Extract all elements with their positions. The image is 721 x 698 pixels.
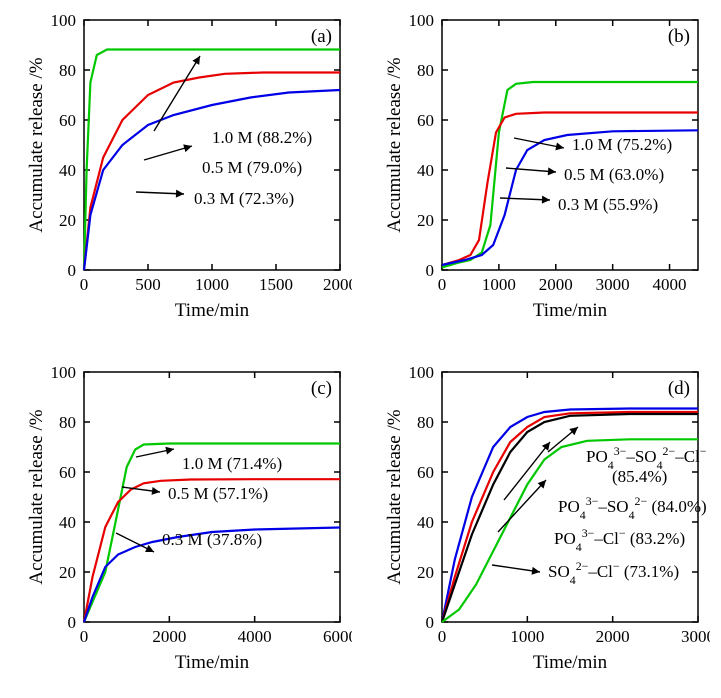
xtick-label: 0	[80, 627, 89, 646]
xtick-label: 6000	[323, 627, 352, 646]
series-annotation: PO43−–SO42− (84.0%)	[558, 494, 707, 522]
series-annotation: PO43−–Cl− (83.2%)	[554, 526, 685, 554]
x-axis-label: Time/min	[533, 652, 608, 673]
ytick-label: 80	[417, 61, 434, 80]
figure-root: 0500100015002000020406080100Time/minAccu…	[0, 0, 721, 698]
xtick-label: 1500	[259, 275, 293, 294]
series-annotation: 0.3 M (37.8%)	[162, 530, 262, 549]
xtick-label: 0	[438, 275, 447, 294]
series-annotation: 0.5 M (63.0%)	[564, 165, 664, 184]
xtick-label: 500	[135, 275, 161, 294]
y-axis-label: Accumulate release /%	[26, 57, 47, 232]
panel-c: 0 2000 4000 6000 0 20 40 60 80 100 Time/min Accumul…	[22, 360, 352, 680]
x-axis-label: Time/min	[533, 300, 608, 321]
series-annotation: 1.0 M (71.4%)	[182, 454, 282, 473]
ytick-label: 60	[59, 111, 76, 130]
ytick-label: 0	[426, 261, 435, 280]
series-annotation: 0.5 M (79.0%)	[202, 158, 302, 177]
ytick-label: 20	[417, 211, 434, 230]
xtick-label: 2000	[596, 627, 630, 646]
xtick-label: 2000	[539, 275, 573, 294]
series-annotation: 0.3 M (55.9%)	[558, 195, 658, 214]
series-line	[84, 90, 340, 270]
ytick-label: 20	[417, 563, 434, 582]
panel-d: 0 1000 2000 3000 0 20 40 60 80 100 Time/min Accumul…	[380, 360, 710, 680]
panel-label: (a)	[311, 26, 332, 47]
panel-b: 0 1000 2000 3000 4000 0 20 40 60 80 100 Time/min Acc…	[380, 8, 710, 328]
series-annotation: 0.5 M (57.1%)	[168, 484, 268, 503]
xtick-label: 3000	[596, 275, 630, 294]
ytick-label: 100	[409, 363, 435, 382]
y-axis-label: Accumulate release /%	[384, 57, 405, 232]
ytick-label: 40	[59, 161, 76, 180]
ytick-label: 40	[59, 513, 76, 532]
ytick-label: 80	[59, 413, 76, 432]
ytick-label: 100	[51, 11, 77, 30]
x-axis-label: Time/min	[175, 652, 250, 673]
ytick-label: 20	[59, 211, 76, 230]
x-axis-label: Time/min	[175, 300, 250, 321]
y-axis-label: Accumulate release /%	[26, 409, 47, 584]
ytick-label: 100	[51, 363, 77, 382]
ytick-label: 40	[417, 513, 434, 532]
y-axis-label: Accumulate release /%	[384, 409, 405, 584]
ytick-label: 60	[59, 463, 76, 482]
ytick-label: 80	[59, 61, 76, 80]
xtick-label: 4000	[653, 275, 687, 294]
ytick-label: 60	[417, 111, 434, 130]
series-annotation: 0.3 M (72.3%)	[194, 189, 294, 208]
ytick-label: 80	[417, 413, 434, 432]
panel-label: (c)	[311, 378, 332, 399]
series-annotation: 1.0 M (88.2%)	[212, 128, 312, 147]
ytick-label: 0	[68, 261, 77, 280]
panel-label: (b)	[668, 26, 690, 47]
series-annotation: SO42−–Cl− (73.1%)	[548, 559, 679, 587]
ytick-label: 0	[68, 613, 77, 632]
xtick-label: 3000	[681, 627, 710, 646]
ytick-label: 100	[409, 11, 435, 30]
series-annotation: 1.0 M (75.2%)	[572, 135, 672, 154]
xtick-label: 2000	[152, 627, 186, 646]
panel-a: 0 500 1000 1500 2000 0 20 40 60 80 100 Time/min Accu…	[22, 8, 352, 328]
ytick-label: 0	[426, 613, 435, 632]
xtick-label: 1000	[195, 275, 229, 294]
xtick-label: 0	[80, 275, 89, 294]
xtick-label: 4000	[238, 627, 272, 646]
xtick-label: 1000	[482, 275, 516, 294]
xtick-label: 0	[438, 627, 447, 646]
ytick-label: 40	[417, 161, 434, 180]
panel-label: (d)	[668, 378, 690, 399]
xtick-label: 2000	[323, 275, 352, 294]
xtick-label: 1000	[510, 627, 544, 646]
series-annotation: (85.4%)	[612, 467, 667, 486]
ytick-label: 20	[59, 563, 76, 582]
ytick-label: 60	[417, 463, 434, 482]
